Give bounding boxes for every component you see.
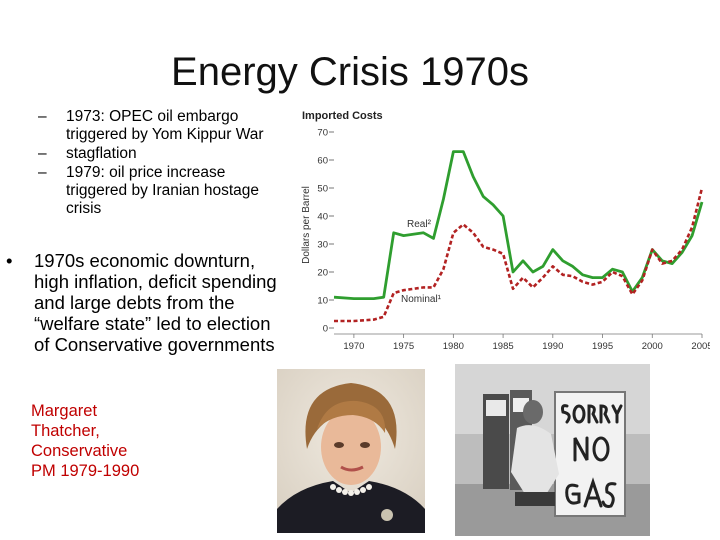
thatcher-caption: Margaret Thatcher, Conservative PM 1979-… [31, 401, 171, 481]
bullet-marker: • [6, 250, 12, 271]
slide-title: Energy Crisis 1970s [150, 46, 550, 98]
x-tick-label: 2000 [642, 341, 663, 352]
dash-marker: – [38, 164, 47, 182]
dash-marker: – [38, 108, 47, 126]
y-tick-label: 10 [317, 296, 328, 307]
caption-line: Conservative [31, 441, 171, 461]
y-axis-ticks: 0 10 20 30 40 50 60 70 [317, 128, 334, 335]
sub-bullet-1979: – 1979: oil price increase triggered by … [38, 164, 278, 218]
thatcher-portrait-image [277, 369, 425, 533]
portrait-illustration [277, 369, 425, 533]
x-tick-label: 1995 [592, 341, 613, 352]
sub-bullet-text: 1973: OPEC oil embargo triggered by Yom … [66, 108, 264, 143]
sub-bullet-stagflation: – stagflation [38, 145, 278, 163]
chart-title: Imported Costs [302, 110, 383, 122]
caption-line: Margaret [31, 401, 171, 421]
x-tick-label: 1980 [443, 341, 464, 352]
y-tick-label: 40 [317, 212, 328, 223]
series-line-real [334, 152, 702, 299]
y-tick-label: 0 [323, 324, 328, 335]
y-tick-label: 70 [317, 128, 328, 139]
oil-price-chart: Imported Costs Dollars per Barrel 0 10 20 3… [290, 103, 710, 353]
gas-station-illustration [455, 364, 650, 536]
caption-line: Thatcher, [31, 421, 171, 441]
y-axis-label: Dollars per Barrel [301, 186, 312, 264]
main-bullet-text: 1970s economic downturn, high inflation,… [6, 250, 278, 355]
sub-bullet-text: 1979: oil price increase triggered by Ir… [66, 164, 259, 217]
series-label-nominal: Nominal¹ [401, 294, 442, 305]
series-group [334, 152, 702, 321]
x-tick-label: 1990 [542, 341, 563, 352]
y-tick-label: 20 [317, 268, 328, 279]
x-tick-label: 1970 [343, 341, 364, 352]
x-tick-label: 1975 [393, 341, 414, 352]
caption-line: PM 1979-1990 [31, 461, 171, 481]
sub-bullet-list: – 1973: OPEC oil embargo triggered by Yo… [38, 108, 278, 219]
y-tick-label: 30 [317, 240, 328, 251]
sub-bullet-embargo: – 1973: OPEC oil embargo triggered by Yo… [38, 108, 278, 144]
x-tick-label: 2005 [691, 341, 710, 352]
x-tick-label: 1985 [493, 341, 514, 352]
sub-bullet-text: stagflation [66, 145, 137, 162]
dash-marker: – [38, 145, 47, 163]
main-bullet: • 1970s economic downturn, high inflatio… [6, 250, 278, 355]
x-axis-ticks: 1970 1975 1980 1985 1990 1995 2000 2005 [334, 334, 710, 352]
sorry-no-gas-photo [455, 364, 650, 536]
y-tick-label: 50 [317, 184, 328, 195]
y-tick-label: 60 [317, 156, 328, 167]
series-label-real: Real² [407, 219, 432, 230]
